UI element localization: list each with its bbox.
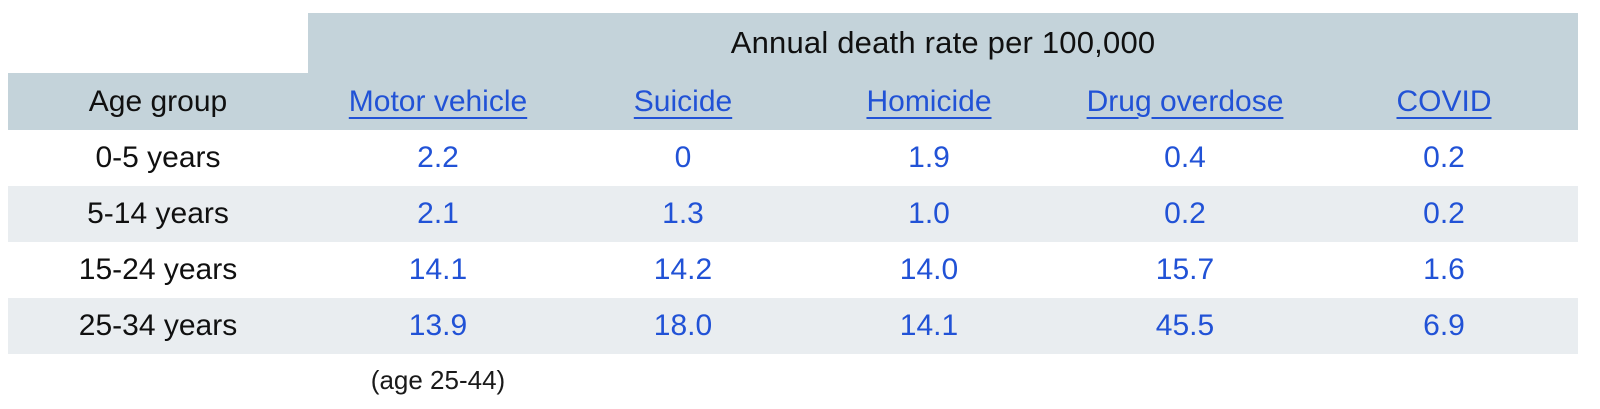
suicide-value: 0 <box>674 141 692 174</box>
homicide-value: 14.1 <box>899 309 959 342</box>
covid-value: 6.9 <box>1423 309 1465 342</box>
footnote-spacer <box>568 354 1578 406</box>
table-row-0-5-years: 0-5 years 2.2 0 1.9 0.4 0.2 <box>8 130 1579 186</box>
suicide-value: 14.2 <box>653 253 713 286</box>
age-group-label: 25-34 years <box>78 309 238 342</box>
drug-overdose-value: 0.4 <box>1164 141 1206 174</box>
drug-overdose-link[interactable]: Drug overdose <box>1086 84 1284 118</box>
motor-vehicle-value: 14.1 <box>408 253 468 286</box>
covid-value: 0.2 <box>1423 197 1465 230</box>
suicide-value: 1.3 <box>662 197 704 230</box>
age-group-label: 0-5 years <box>95 141 221 174</box>
homicide-value: 1.9 <box>908 141 950 174</box>
column-header-motor-vehicle: Motor vehicle <box>308 73 568 130</box>
footnote-spacer <box>8 354 308 406</box>
table-spanner-title: Annual death rate per 100,000 <box>308 13 1579 73</box>
table-row-15-24-years: 15-24 years 14.1 14.2 14.0 15.7 1.6 <box>8 242 1579 298</box>
spanner-header-row: Annual death rate per 100,000 <box>8 13 1579 73</box>
homicide-value: 14.0 <box>899 253 959 286</box>
covid-link[interactable]: COVID <box>1396 84 1492 118</box>
covid-value: 1.6 <box>1423 253 1465 286</box>
column-header-drug-overdose: Drug overdose <box>1060 73 1310 130</box>
motor-vehicle-value: 2.2 <box>417 141 459 174</box>
drug-overdose-value: 45.5 <box>1155 309 1215 342</box>
homicide-link[interactable]: Homicide <box>866 84 992 118</box>
column-header-age-group: Age group <box>8 73 308 130</box>
suicide-value: 18.0 <box>653 309 713 342</box>
table-row-5-14-years: 5-14 years 2.1 1.3 1.0 0.2 0.2 <box>8 186 1579 242</box>
column-header-homicide: Homicide <box>798 73 1060 130</box>
drug-overdose-value: 0.2 <box>1164 197 1206 230</box>
table-row-25-34-years: 25-34 years 13.9 18.0 14.1 45.5 6.9 <box>8 298 1579 354</box>
column-header-covid: COVID <box>1310 73 1579 130</box>
covid-value: 0.2 <box>1423 141 1465 174</box>
motor-vehicle-value: 13.9 <box>408 309 468 342</box>
column-header-suicide: Suicide <box>568 73 798 130</box>
suicide-link[interactable]: Suicide <box>633 84 733 118</box>
column-header-row: Age group Motor vehicle Suicide Homicide… <box>8 73 1579 130</box>
drug-overdose-value: 15.7 <box>1155 253 1215 286</box>
homicide-value: 1.0 <box>908 197 950 230</box>
motor-vehicle-value: 2.1 <box>417 197 459 230</box>
motor-vehicle-footnote: (age 25-44) <box>308 354 568 406</box>
motor-vehicle-link[interactable]: Motor vehicle <box>348 84 528 118</box>
age-group-label: 15-24 years <box>78 253 238 286</box>
blank-corner-cell <box>8 13 308 73</box>
age-group-label: 5-14 years <box>87 197 229 230</box>
footnote-row: (age 25-44) <box>8 354 1578 406</box>
annual-death-rate-table: Annual death rate per 100,000 Age group … <box>8 13 1579 406</box>
